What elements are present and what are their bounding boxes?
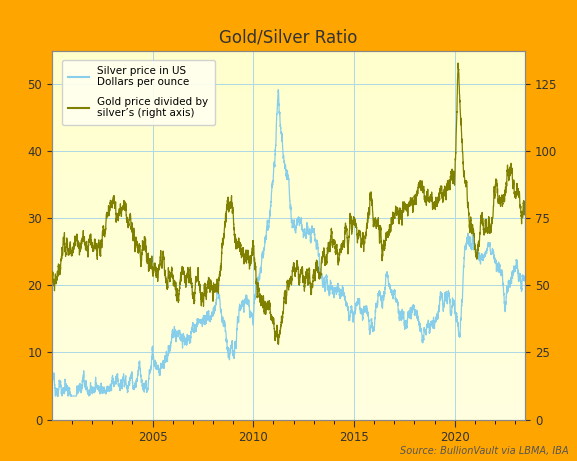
Title: Gold/Silver Ratio: Gold/Silver Ratio <box>219 29 358 47</box>
Legend: Silver price in US
Dollars per ounce, Gold price divided by
silver’s (right axis: Silver price in US Dollars per ounce, Go… <box>62 59 215 124</box>
Text: Source: BullionVault via LBMA, IBA: Source: BullionVault via LBMA, IBA <box>400 446 568 456</box>
